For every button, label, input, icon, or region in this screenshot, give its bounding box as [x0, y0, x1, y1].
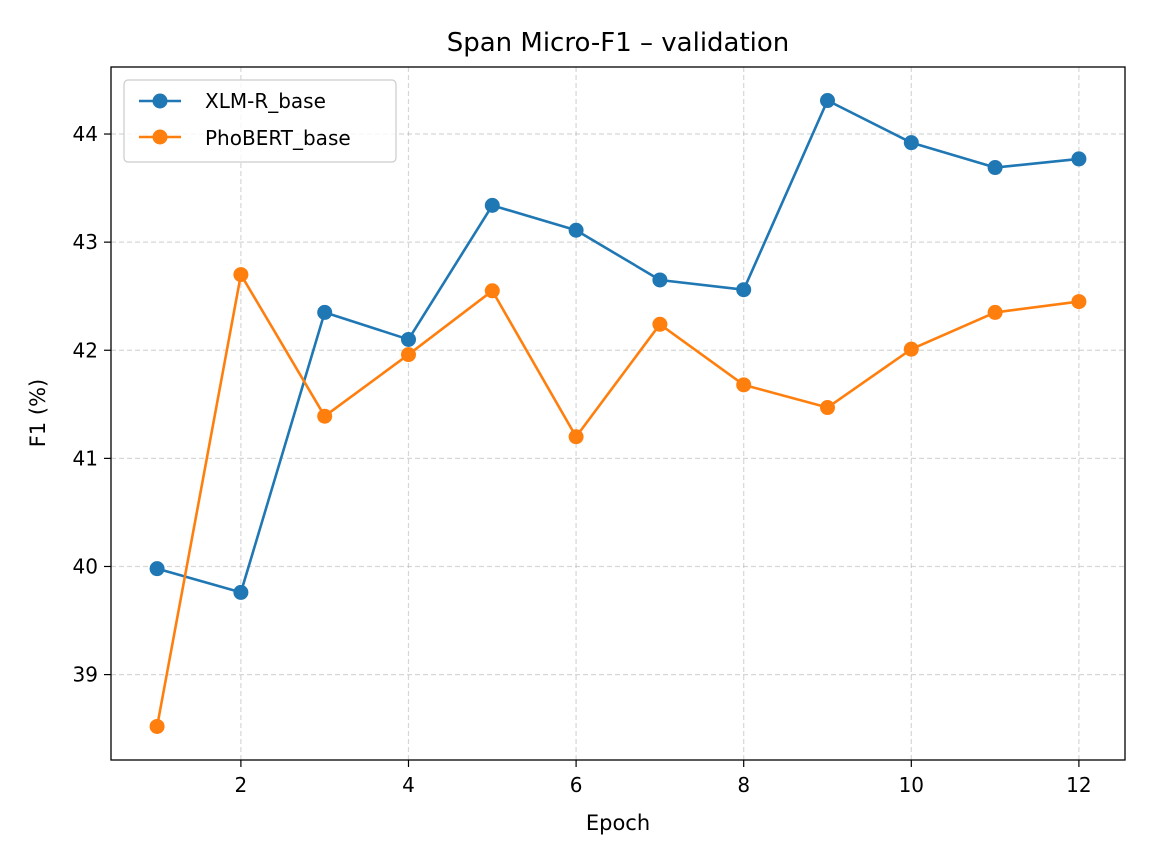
x-axis-label: Epoch: [586, 811, 650, 835]
data-point-xlm-r-base: [987, 160, 1003, 176]
data-point-phobert-base: [736, 377, 752, 393]
legend: XLM-R_base PhoBERT_base: [123, 79, 397, 163]
data-point-phobert-base: [149, 718, 165, 734]
data-point-xlm-r-base: [484, 197, 500, 213]
y-tick-label: 40: [73, 554, 98, 578]
data-point-phobert-base: [903, 341, 919, 357]
y-tick-label: 42: [73, 338, 98, 362]
data-point-xlm-r-base: [317, 304, 333, 320]
series-line-phobert-base: [155, 273, 1080, 727]
data-point-phobert-base: [652, 316, 668, 332]
data-point-phobert-base: [400, 347, 416, 363]
y-tick-label: 39: [73, 663, 98, 687]
x-tick-label: 8: [737, 773, 750, 797]
x-tick-label: 12: [1066, 773, 1091, 797]
data-point-phobert-base: [568, 429, 584, 445]
legend-marker-phobert: [152, 129, 168, 145]
data-point-phobert-base: [484, 283, 500, 299]
x-tick-label: 6: [570, 773, 583, 797]
y-axis-label: F1 (%): [26, 379, 50, 447]
data-point-xlm-r-base: [736, 282, 752, 298]
data-point-phobert-base: [317, 408, 333, 424]
data-point-xlm-r-base: [233, 584, 249, 600]
data-point-phobert-base: [233, 267, 249, 283]
data-point-xlm-r-base: [568, 222, 584, 238]
legend-label-phobert: PhoBERT_base: [205, 126, 351, 150]
legend-marker-xlm: [152, 93, 168, 109]
legend-frame: [123, 79, 397, 163]
plot-frame: [110, 66, 1126, 761]
data-point-xlm-r-base: [400, 331, 416, 347]
data-point-xlm-r-base: [652, 272, 668, 288]
data-point-xlm-r-base: [1071, 151, 1087, 167]
axis-ticks: 2 4 6 8 10 12 39 40 41 42 43 44: [73, 122, 1092, 797]
data-point-phobert-base: [1071, 294, 1087, 310]
chart-title: Span Micro-F1 – validation: [447, 28, 790, 58]
data-point-xlm-r-base: [820, 93, 836, 109]
y-tick-label: 43: [73, 230, 98, 254]
y-tick-label: 41: [73, 446, 98, 470]
x-tick-label: 2: [235, 773, 248, 797]
x-tick-label: 10: [899, 773, 924, 797]
data-point-xlm-r-base: [149, 561, 165, 577]
data-point-xlm-r-base: [903, 135, 919, 151]
legend-label-xlm: XLM-R_base: [205, 89, 326, 113]
data-point-phobert-base: [820, 400, 836, 416]
x-tick-label: 4: [402, 773, 415, 797]
y-tick-label: 44: [73, 122, 98, 146]
series-line-xlm-r-base: [156, 99, 1080, 594]
series-layer: [149, 93, 1087, 734]
data-point-phobert-base: [987, 304, 1003, 320]
